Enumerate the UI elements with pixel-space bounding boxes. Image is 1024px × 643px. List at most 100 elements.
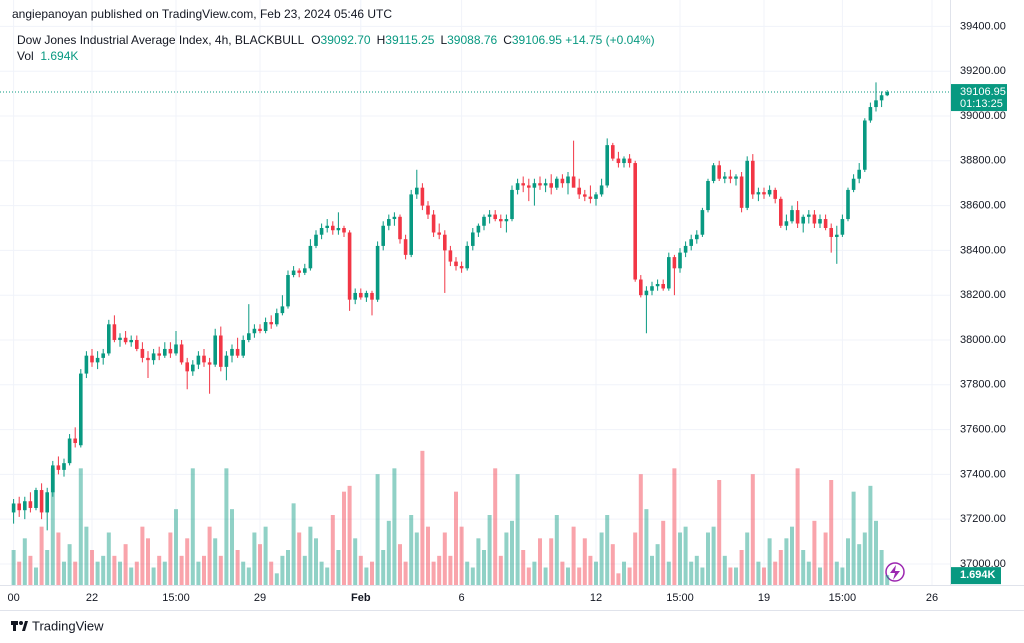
candle-body: [835, 234, 839, 237]
volume-label: Vol: [17, 49, 34, 63]
candle-body: [868, 107, 873, 121]
candle-body: [17, 503, 21, 511]
volume-legend: Vol 1.694K: [17, 49, 78, 63]
candle-body: [297, 270, 301, 273]
candle-body: [123, 337, 128, 343]
ohlc-key: H: [376, 33, 386, 47]
volume-bar: [112, 555, 117, 585]
volume-bar: [689, 561, 694, 585]
volume-bar: [213, 538, 218, 585]
volume-bar: [818, 567, 822, 585]
volume-bar: [493, 468, 498, 585]
x-tick-label: 15:00: [666, 592, 694, 604]
candle-body: [594, 194, 598, 199]
volume-bar: [437, 555, 442, 585]
volume-bar: [773, 561, 778, 585]
candle-body: [459, 266, 464, 269]
candle-body: [756, 192, 761, 195]
candle-body: [762, 192, 766, 195]
candle-body: [689, 239, 693, 246]
candle-body: [527, 185, 531, 188]
candle-body: [286, 275, 290, 307]
volume-bar: [521, 550, 526, 585]
volume-bar: [140, 526, 145, 585]
candle-body: [247, 333, 251, 340]
volume-bar: [750, 474, 755, 585]
volume-bar: [554, 515, 559, 585]
candle-body: [443, 234, 447, 251]
candle-body: [521, 183, 525, 186]
candle-body: [112, 324, 117, 340]
candle-body: [263, 322, 268, 332]
volume-bar: [269, 561, 274, 585]
candle-body: [403, 239, 408, 255]
volume-bar: [616, 573, 621, 585]
volume-bar: [218, 555, 223, 585]
volume-bar: [594, 561, 598, 585]
candle-body: [566, 176, 570, 184]
ohlc-key: C: [503, 33, 512, 47]
volume-bar: [459, 526, 464, 585]
candle-body: [879, 95, 884, 101]
tradingview-logo: [11, 621, 28, 631]
candle-body: [207, 362, 212, 365]
volume-bar: [185, 538, 190, 585]
x-tick-label: 15:00: [162, 592, 190, 604]
x-tick-label: 15:00: [829, 592, 857, 604]
volume-bar: [196, 561, 201, 585]
candle-body: [795, 210, 800, 224]
volume-bar: [728, 567, 733, 585]
volume-bar: [280, 555, 285, 585]
candle-body: [353, 292, 357, 300]
candle-body: [426, 205, 430, 215]
last-volume-label: 1.694K: [960, 569, 996, 581]
y-tick-label: 37400.00: [960, 468, 1006, 480]
volume-bar: [823, 532, 828, 585]
volume-bar: [95, 561, 100, 585]
candle-body: [779, 198, 783, 226]
candle-body: [616, 158, 621, 164]
volume-bar: [420, 450, 425, 585]
volume-bar: [353, 538, 358, 585]
candle-body: [471, 232, 475, 246]
ohlc-value: 39106.95: [511, 33, 562, 47]
volume-bar: [846, 538, 850, 585]
candle-body: [280, 306, 285, 314]
volume-bar: [762, 567, 766, 585]
candle-body: [448, 250, 453, 262]
volume-bar: [39, 526, 44, 585]
candle-body: [515, 183, 520, 190]
candle-body: [678, 252, 682, 269]
volume-bar: [50, 468, 55, 585]
candle-body: [823, 219, 828, 228]
candle-body: [275, 313, 279, 325]
candle-body: [885, 92, 889, 96]
volume-bar: [874, 520, 878, 585]
volume-bar: [90, 550, 94, 585]
volume-bar: [426, 526, 430, 585]
change: +14.75 (+0.04%): [565, 33, 655, 47]
volume-bar: [683, 526, 688, 585]
volume-bar: [851, 491, 856, 585]
volume-bar: [364, 567, 369, 585]
volume-bar: [168, 532, 173, 585]
candle-body: [398, 216, 402, 240]
y-tick-label: 38600.00: [960, 200, 1006, 212]
candle-body: [583, 194, 587, 197]
candle-body: [95, 357, 100, 363]
volume-bar: [45, 550, 50, 585]
y-tick-label: 38000.00: [960, 334, 1006, 346]
footer-brand: TradingView: [32, 618, 104, 633]
volume-bar: [650, 555, 654, 585]
candle-body: [101, 353, 105, 358]
candle-body: [191, 364, 195, 372]
candle-body: [571, 176, 576, 188]
candle-body: [711, 165, 716, 181]
candle-body: [375, 245, 380, 300]
candle-body: [790, 210, 794, 222]
candle-body: [291, 270, 296, 276]
candle-body: [163, 348, 167, 356]
volume-bar: [375, 474, 380, 585]
volume-bar: [470, 567, 475, 585]
volume-bar: [885, 575, 890, 585]
